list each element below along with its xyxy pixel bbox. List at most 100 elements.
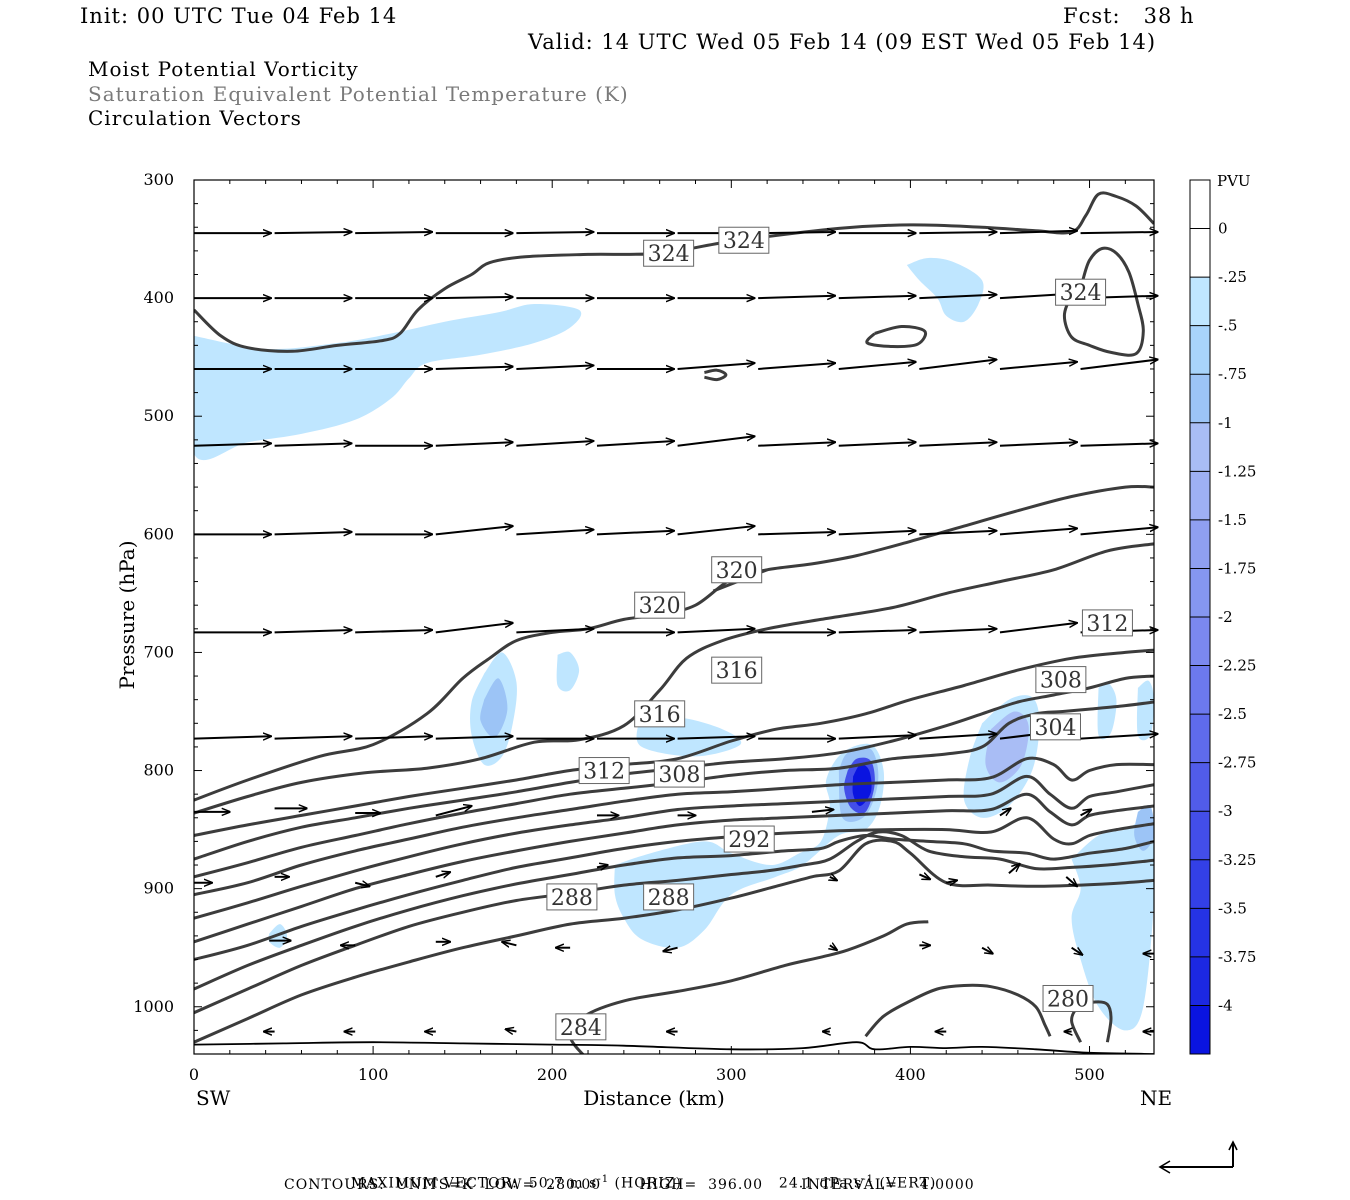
x-tick-label-0: 0 xyxy=(189,1065,199,1084)
circulation-vector-49 xyxy=(274,532,352,534)
pv-region-0 xyxy=(194,303,582,461)
circulation-vector-33 xyxy=(919,360,996,370)
circulation-vector-75 xyxy=(435,736,513,738)
reference-vector-icon xyxy=(1158,1140,1238,1174)
svg-text:312: 312 xyxy=(1086,612,1128,637)
svg-text:316: 316 xyxy=(716,659,758,684)
circulation-vector-106 xyxy=(502,942,517,946)
circulation-vector-108 xyxy=(663,948,678,952)
circulation-vector-98 xyxy=(830,877,837,881)
colorbar-swatch-1 xyxy=(1190,228,1210,278)
circulation-vector-100 xyxy=(946,880,957,882)
colorbar-swatch-7 xyxy=(1190,519,1210,569)
circulation-vector-9 xyxy=(919,232,996,233)
colorbar-swatch-11 xyxy=(1190,714,1210,764)
svg-text:288: 288 xyxy=(648,886,690,911)
colorbar-label-15: -3.75 xyxy=(1218,948,1256,966)
colorbar-label-9: -2.25 xyxy=(1218,657,1256,675)
contour-label-0: 324 xyxy=(643,239,695,267)
circulation-vector-21 xyxy=(919,295,996,299)
colorbar-swatch-9 xyxy=(1190,617,1210,667)
contour-label-1: 324 xyxy=(718,226,770,254)
theta-es-contour-1 xyxy=(1062,246,1145,357)
y-tick-label-1000: 1000 xyxy=(133,997,174,1016)
x-axis-right-end: NE xyxy=(1140,1086,1172,1110)
colorbar-label-5: -1.25 xyxy=(1218,462,1256,480)
colorbar-label-8: -2 xyxy=(1218,608,1233,626)
field-title-theta-es: Saturation Equivalent Potential Temperat… xyxy=(88,82,629,106)
circulation-vector-68 xyxy=(838,630,916,632)
circulation-vector-109 xyxy=(830,945,837,950)
circulation-vector-78 xyxy=(677,736,755,738)
circulation-vector-2 xyxy=(355,232,432,233)
circulation-vector-91 xyxy=(999,808,1011,817)
svg-text:292: 292 xyxy=(728,828,770,853)
circulation-vector-66 xyxy=(677,629,755,633)
colorbar-label-0: 0 xyxy=(1218,220,1228,238)
max-vector-exp2: -1 xyxy=(862,1174,875,1185)
max-vector-vert-note: 24.1 dPa s-1 (VERT) xyxy=(768,1158,936,1192)
circulation-vector-62 xyxy=(355,630,432,632)
circulation-vector-28 xyxy=(516,365,593,369)
max-vector-note: MAXIMUM VECTOR: 50.7 m s-1 (HORIZ) xyxy=(340,1158,682,1192)
circulation-vector-1 xyxy=(274,232,352,233)
y-tick-label-400: 400 xyxy=(143,288,174,307)
field-title-pv: Moist Potential Vorticity xyxy=(88,57,359,81)
contour-label-9: 308 xyxy=(1035,666,1087,694)
colorbar-swatch-14 xyxy=(1190,859,1210,909)
theta-es-contour-18 xyxy=(864,983,1052,1038)
theta-es-contour-2 xyxy=(865,324,927,349)
circulation-vector-51 xyxy=(435,526,513,536)
colorbar-swatch-17 xyxy=(1190,1005,1210,1055)
circulation-vector-42 xyxy=(677,436,755,447)
svg-text:284: 284 xyxy=(560,1016,602,1041)
pv-region-12 xyxy=(1097,681,1117,740)
contour-label-12: 292 xyxy=(723,825,775,853)
valid-time: Valid: 14 UTC Wed 05 Feb 14 (09 EST Wed … xyxy=(528,30,1157,54)
colorbar-label-6: -1.5 xyxy=(1218,511,1247,529)
theta-es-contour-9 xyxy=(194,700,1154,879)
contour-label-11: 304 xyxy=(1029,713,1081,741)
colorbar-swatch-0 xyxy=(1190,180,1210,230)
circulation-vector-87 xyxy=(435,806,472,817)
theta-es-contour-14 xyxy=(194,833,1154,991)
circulation-vector-47 xyxy=(1080,443,1158,445)
circulation-vector-36 xyxy=(193,443,271,445)
theta-es-contour-0 xyxy=(194,191,1154,353)
circulation-vector-99 xyxy=(918,874,930,879)
circulation-vector-90 xyxy=(811,810,833,812)
circulation-vector-15 xyxy=(435,297,513,298)
circulation-vector-10 xyxy=(999,231,1077,233)
contour-label-6: 316 xyxy=(634,700,686,728)
circulation-vector-72 xyxy=(193,736,271,738)
circulation-vector-11 xyxy=(1080,232,1158,233)
pv-region-4 xyxy=(480,678,508,738)
theta-es-contour-11 xyxy=(194,774,1154,920)
circulation-vector-52 xyxy=(516,530,593,536)
contour-label-15: 284 xyxy=(555,1013,607,1041)
pv-region-3 xyxy=(556,651,580,692)
colorbar-swatch-15 xyxy=(1190,908,1210,958)
circulation-vector-39 xyxy=(435,442,513,446)
circulation-vector-34 xyxy=(999,362,1077,370)
colorbar-label-10: -2.5 xyxy=(1218,705,1247,723)
theta-es-contour-7 xyxy=(194,648,1154,837)
contour-label-5: 316 xyxy=(711,656,763,684)
y-tick-label-600: 600 xyxy=(143,524,174,543)
circulation-vector-41 xyxy=(596,441,674,447)
contour-label-14: 288 xyxy=(643,883,695,911)
circulation-vector-70 xyxy=(999,623,1077,634)
colorbar-swatch-6 xyxy=(1190,471,1210,521)
colorbar-label-2: -.5 xyxy=(1218,317,1237,335)
svg-text:324: 324 xyxy=(648,242,690,267)
svg-text:308: 308 xyxy=(658,763,700,788)
svg-text:288: 288 xyxy=(551,886,593,911)
x-axis-label: Distance (km) xyxy=(583,1086,725,1110)
circulation-vector-64 xyxy=(516,629,593,633)
max-vector-vert-suffix: (VERT) xyxy=(874,1175,937,1192)
colorbar-label-4: -1 xyxy=(1218,414,1233,432)
contour-label-13: 288 xyxy=(546,883,598,911)
contour-label-4: 320 xyxy=(634,591,686,619)
x-axis-left-end: SW xyxy=(196,1086,231,1110)
svg-text:308: 308 xyxy=(1040,669,1082,694)
